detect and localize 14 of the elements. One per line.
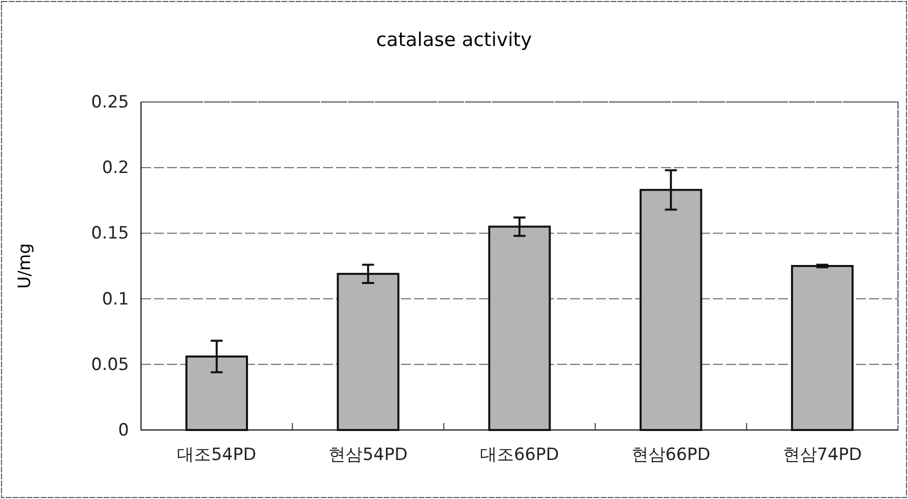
y-tick-label: 0.25 — [91, 92, 129, 112]
y-tick-label: 0.05 — [91, 354, 129, 375]
y-tick-label: 0.1 — [102, 289, 129, 310]
y-tick-label: 0 — [118, 420, 129, 440]
y-axis-title: U/mg — [15, 243, 35, 289]
x-tick-label: 현삼54PD — [328, 445, 408, 466]
chart-title: catalase activity — [376, 29, 532, 51]
y-tick-label: 0.2 — [102, 158, 129, 178]
bar — [791, 265, 854, 431]
x-tick-label: 대조54PD — [177, 445, 256, 466]
x-tick-label: 현삼74PD — [782, 445, 862, 466]
x-tick-label: 대조66PD — [480, 445, 559, 466]
x-tick-label: 현삼66PD — [631, 445, 710, 466]
y-tick-label: 0.15 — [91, 224, 129, 244]
